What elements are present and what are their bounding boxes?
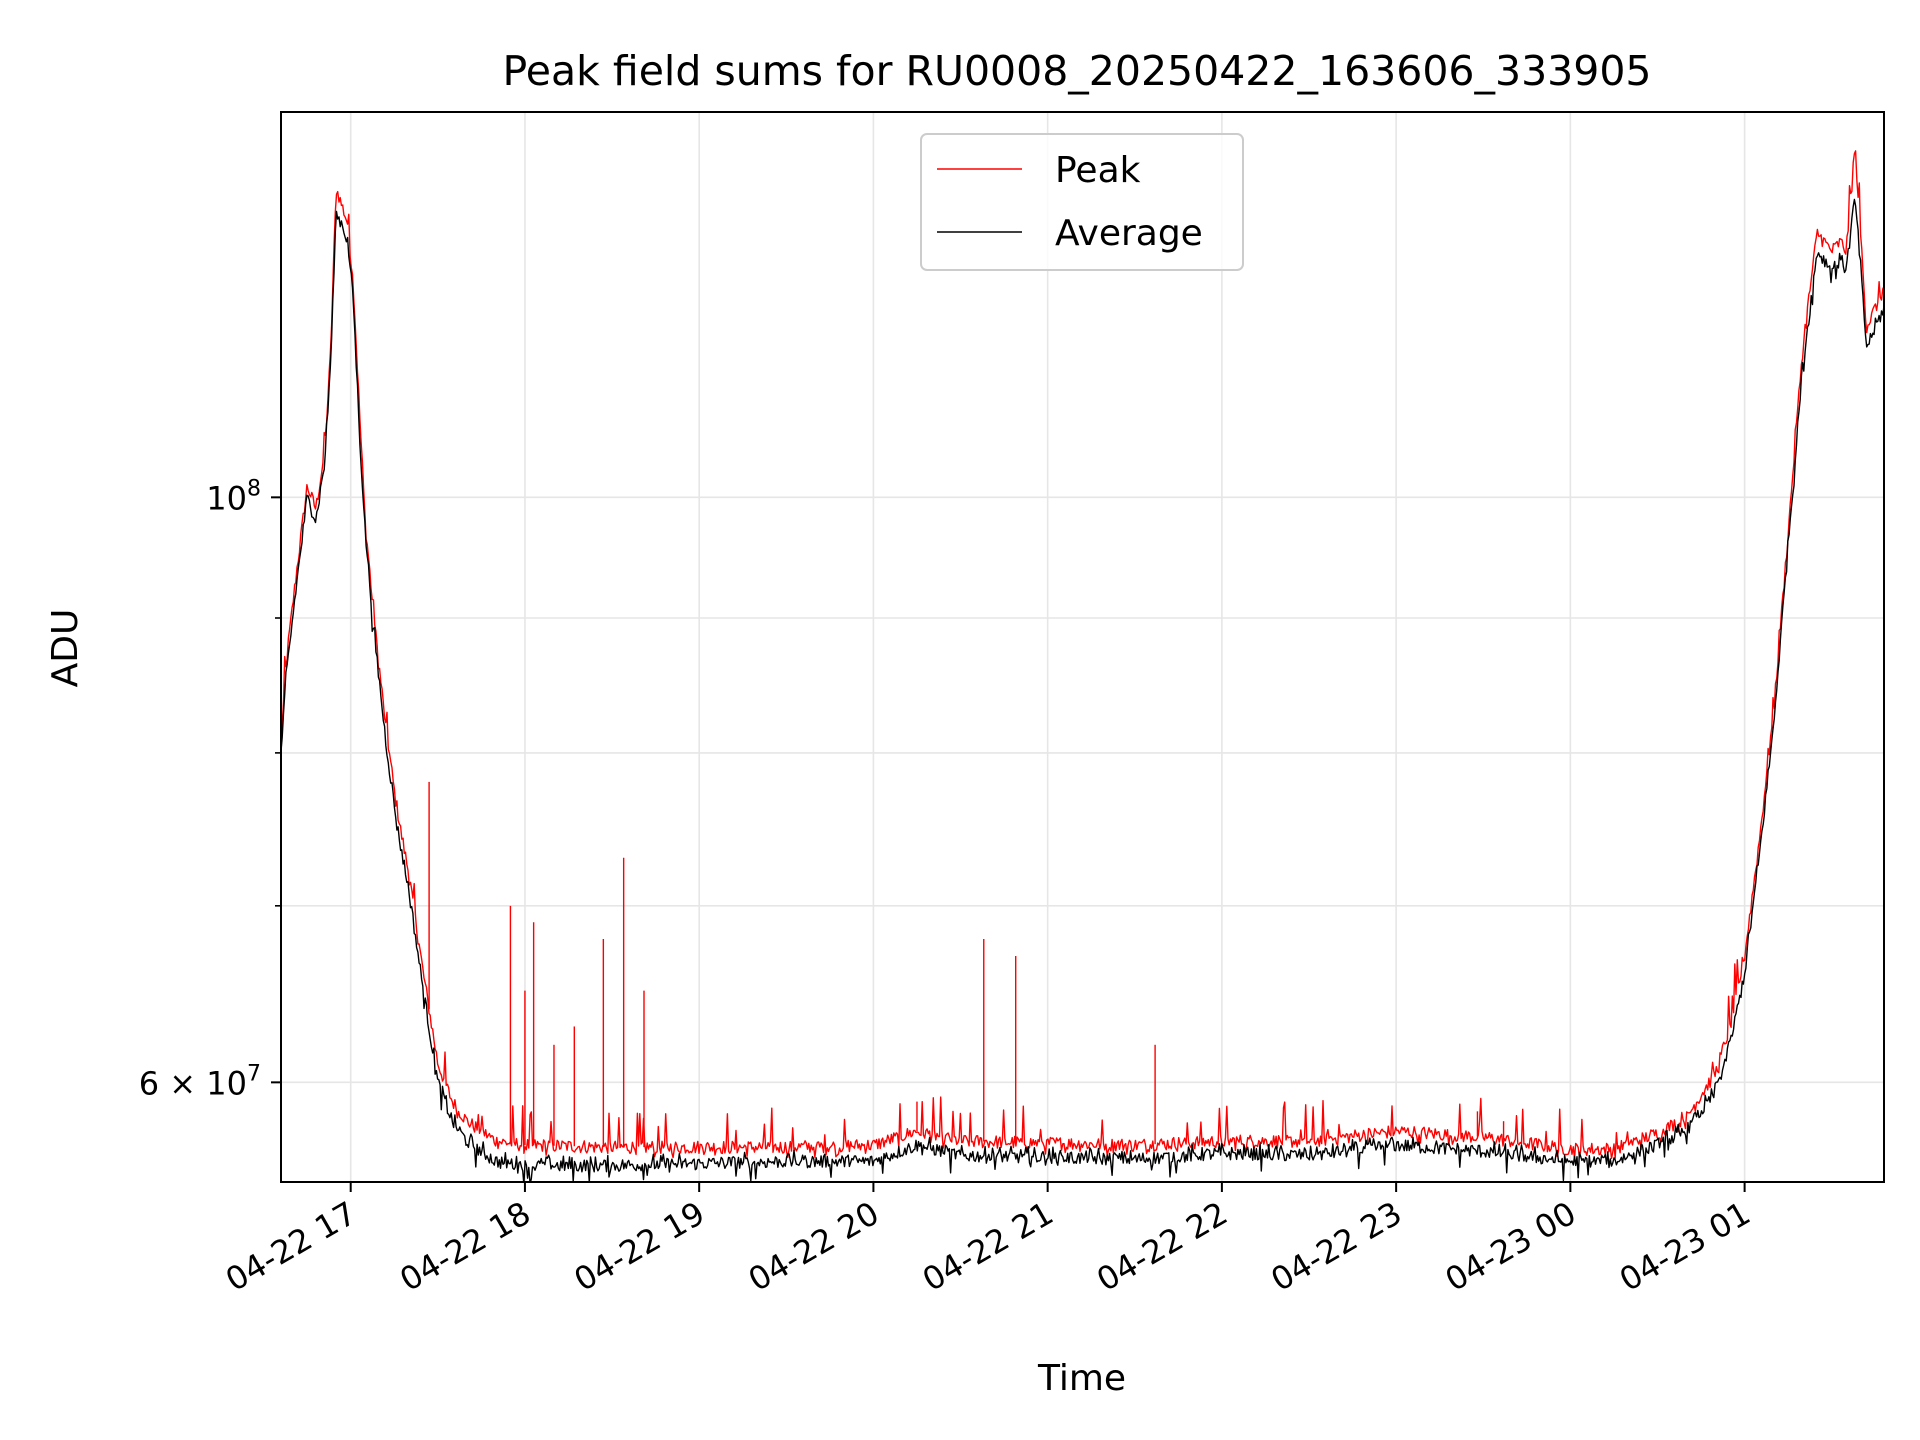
y-tick-label: 6 × 107	[139, 1061, 261, 1102]
plot-frame	[280, 111, 1885, 1183]
legend: Peak Average	[920, 133, 1244, 271]
legend-box	[920, 133, 1244, 271]
series-line-average	[281, 198, 1884, 1182]
legend-label-peak: Peak	[1055, 150, 1141, 191]
grid	[281, 112, 1884, 1182]
chart-title: Peak field sums for RU0008_20250422_1636…	[502, 47, 1651, 95]
x-axis-label: Time	[1037, 1358, 1126, 1399]
y-axis-label: ADU	[45, 609, 86, 688]
series-line-peak	[281, 150, 1884, 1160]
y-ticks: 6 × 107 108	[139, 476, 281, 1102]
series-layer	[281, 150, 1884, 1182]
y-tick-label: 108	[206, 476, 261, 517]
legend-label-average: Average	[1055, 213, 1203, 254]
